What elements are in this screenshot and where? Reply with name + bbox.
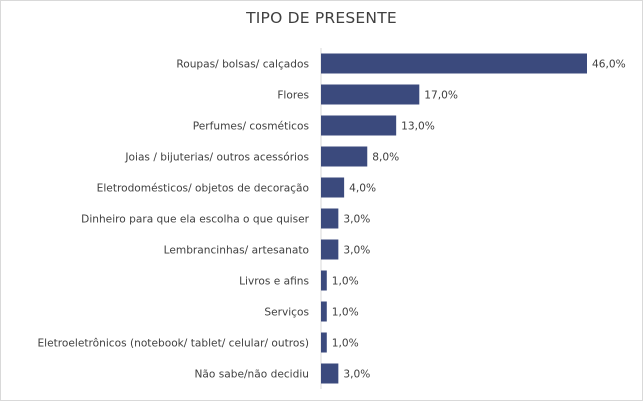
category-label: Perfumes/ cosméticos bbox=[193, 121, 309, 133]
bar-10 bbox=[321, 363, 339, 384]
chart-title: TIPO DE PRESENTE bbox=[246, 9, 397, 27]
bar-6 bbox=[321, 239, 339, 260]
value-label: 1,0% bbox=[332, 276, 359, 288]
value-label: 3,0% bbox=[343, 369, 370, 381]
category-label: Não sabe/não decidiu bbox=[194, 369, 309, 381]
category-label: Flores bbox=[277, 90, 309, 102]
category-label: Livros e afins bbox=[239, 276, 309, 288]
value-label: 17,0% bbox=[424, 90, 458, 102]
category-label: Dinheiro para que ela escolha o que quis… bbox=[81, 214, 309, 226]
category-label: Roupas/ bolsas/ calçados bbox=[176, 59, 309, 71]
value-label: 46,0% bbox=[592, 59, 626, 71]
bar-8 bbox=[321, 301, 327, 322]
value-label: 4,0% bbox=[349, 183, 376, 195]
category-label: Serviços bbox=[264, 307, 309, 319]
value-label: 3,0% bbox=[343, 214, 370, 226]
bar-3 bbox=[321, 146, 368, 167]
bar-9 bbox=[321, 332, 327, 353]
bar-2 bbox=[321, 115, 397, 136]
value-label: 3,0% bbox=[343, 245, 370, 257]
bar-7 bbox=[321, 270, 327, 291]
bar-5 bbox=[321, 208, 339, 229]
bar-4 bbox=[321, 177, 345, 198]
category-label: Lembrancinhas/ artesanato bbox=[164, 245, 309, 257]
value-label: 1,0% bbox=[332, 307, 359, 319]
value-label: 13,0% bbox=[401, 121, 435, 133]
category-label: Joias / bijuterias/ outros acessórios bbox=[124, 152, 309, 164]
value-label: 1,0% bbox=[332, 338, 359, 350]
category-label: Eletroeletrônicos (notebook/ tablet/ cel… bbox=[37, 338, 309, 350]
bar-1 bbox=[321, 84, 420, 105]
bar-0 bbox=[321, 53, 587, 74]
category-label: Eletrodomésticos/ objetos de decoração bbox=[97, 183, 309, 195]
value-label: 8,0% bbox=[372, 152, 399, 164]
